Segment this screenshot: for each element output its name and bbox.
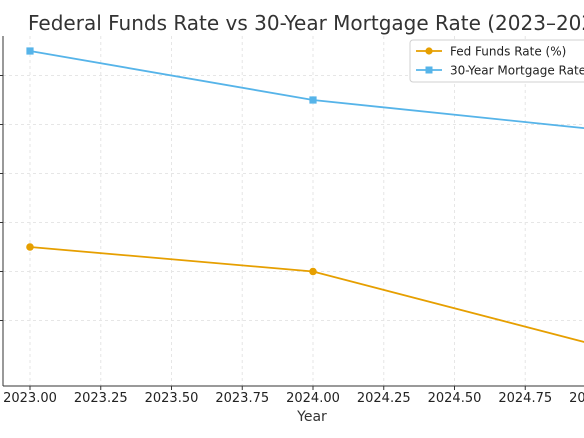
- data-point: [26, 243, 34, 251]
- x-tick-label: 2023.00: [3, 391, 57, 406]
- data-point: [26, 47, 34, 55]
- chart-title: Federal Funds Rate vs 30-Year Mortgage R…: [28, 11, 584, 35]
- y-ticks: [0, 75, 3, 321]
- data-point: [309, 267, 317, 276]
- x-tick-label: 2024.00: [286, 391, 340, 406]
- data-point: [309, 96, 317, 104]
- x-ticks: 2023.00 2023.25 2023.50 2023.75 2024.00 2024.…: [3, 386, 584, 406]
- x-tick-label: 2025.00: [569, 391, 584, 406]
- legend-marker: [425, 47, 433, 55]
- x-tick-label: 2024.50: [428, 391, 482, 406]
- legend-box: [409, 39, 584, 83]
- x-tick-label: 2023.50: [145, 391, 199, 406]
- legend-label: Fed Funds Rate (%): [450, 45, 566, 59]
- legend: Fed Funds Rate (%) 30-Year Mortgage Rate …: [409, 39, 584, 83]
- legend-label: 30-Year Mortgage Rate (%): [450, 64, 584, 78]
- grid: [3, 36, 584, 386]
- x-tick-label: 2023.25: [74, 391, 128, 406]
- x-tick-label: 2024.25: [357, 391, 411, 406]
- x-tick-label: 2023.75: [215, 391, 269, 406]
- series-group: [26, 47, 584, 343]
- x-tick-label: 2024.75: [498, 391, 552, 406]
- x-axis-label: Year: [296, 409, 327, 425]
- legend-marker: [425, 66, 433, 74]
